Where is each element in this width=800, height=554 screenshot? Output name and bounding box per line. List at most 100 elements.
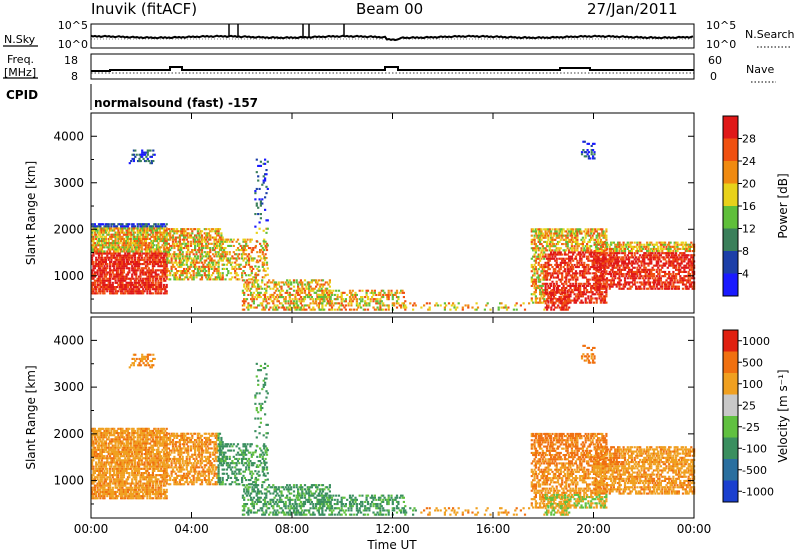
panel0-cell xyxy=(614,262,617,265)
panel0-cell xyxy=(259,255,262,258)
panel0-cell xyxy=(164,263,167,266)
panel0-cell xyxy=(133,240,136,243)
panel0-cell xyxy=(555,243,558,246)
panel0-cell xyxy=(155,277,159,280)
panel0-cell xyxy=(132,250,135,253)
panel0-cell xyxy=(357,306,360,309)
panel0-cell xyxy=(576,230,579,233)
panel0-cell xyxy=(563,251,567,254)
panel0-cell xyxy=(294,296,297,299)
panel0-cell xyxy=(611,247,614,250)
panel0-cell xyxy=(180,234,183,237)
panel0-cell xyxy=(603,285,606,288)
panel0-cell xyxy=(91,277,94,280)
panel0-cell xyxy=(106,277,109,280)
panel0-cell xyxy=(626,277,629,280)
panel0-cell xyxy=(111,271,114,274)
panel0-cell xyxy=(121,267,124,270)
panel0-cell xyxy=(658,268,661,271)
panel0-cell xyxy=(561,261,564,264)
panel0-cell xyxy=(286,291,289,294)
panel0-cell xyxy=(647,254,650,257)
panel0-cell xyxy=(125,244,128,247)
panel0-cell xyxy=(621,260,624,263)
panel0-cell xyxy=(139,237,142,240)
panel0-cell xyxy=(623,283,627,286)
panel0-cell xyxy=(640,256,643,259)
panel0-cell xyxy=(456,306,459,309)
panel0-cell xyxy=(124,248,127,251)
panel0-cell xyxy=(214,261,217,264)
panel0-cell xyxy=(142,235,145,238)
panel0-cell xyxy=(644,277,647,280)
panel0-cell xyxy=(217,232,220,235)
panel0-cell xyxy=(103,242,106,245)
panel0-cell xyxy=(143,223,146,226)
panel0-cell xyxy=(675,277,678,280)
panel0-cell xyxy=(637,241,640,244)
panel0-cell xyxy=(142,225,145,228)
panel0-cell xyxy=(584,301,587,304)
panel0-cell xyxy=(539,266,542,269)
panel0-cell xyxy=(562,259,565,262)
panel0-cell xyxy=(106,263,109,266)
panel0-cell xyxy=(608,287,611,290)
panel0-cell xyxy=(601,275,604,278)
panel0-cell xyxy=(91,286,94,289)
panel0-cell xyxy=(652,254,656,257)
panel0-cell xyxy=(548,257,551,260)
panel0-cell xyxy=(138,288,141,291)
panel0-cell xyxy=(443,308,446,311)
panel0-cell xyxy=(622,287,625,290)
panel0-cell xyxy=(149,227,152,230)
panel0-cell xyxy=(617,281,620,284)
panel0-cell xyxy=(93,237,96,240)
panel0-cell xyxy=(192,259,195,262)
panel0-cell xyxy=(228,244,231,247)
panel0-cell xyxy=(263,283,267,286)
panel0-cell xyxy=(586,278,589,281)
panel0-cell xyxy=(603,301,607,304)
panel0-cell xyxy=(214,238,217,241)
panel0-cell xyxy=(143,290,146,293)
panel0-cell xyxy=(672,273,675,276)
panel0-cell xyxy=(170,265,173,268)
panel0-cell xyxy=(205,228,208,231)
panel0-cell xyxy=(594,273,598,276)
panel0-cell xyxy=(540,295,543,298)
panel0-cell xyxy=(641,283,645,286)
panel0-cell xyxy=(652,283,656,286)
panel0-cell xyxy=(104,223,107,226)
panel0-cell xyxy=(299,279,302,282)
panel0-cell xyxy=(118,242,121,245)
panel0-cell xyxy=(120,269,123,272)
panel0-cell xyxy=(600,252,603,255)
panel0-cell xyxy=(150,275,153,278)
panel0-cell xyxy=(591,291,594,294)
panel0-cell xyxy=(109,288,112,291)
panel0-cell xyxy=(325,298,328,301)
panel0-cell xyxy=(303,308,307,311)
panel0-cell xyxy=(598,232,601,235)
panel0-cell xyxy=(499,302,502,305)
panel0-cell xyxy=(326,300,329,303)
panel0-cell xyxy=(305,285,308,288)
panel0-cell xyxy=(361,289,364,292)
panel0-cell xyxy=(120,231,123,234)
panel0-cell xyxy=(121,269,124,272)
panel0-cell xyxy=(599,272,602,275)
panel0-cell xyxy=(157,237,160,240)
panel0-cell xyxy=(610,283,613,286)
panel0-cell xyxy=(164,237,167,240)
panel0-cell xyxy=(580,270,583,273)
panel0-cell xyxy=(566,232,569,235)
panel0-cell xyxy=(565,308,568,311)
panel0-cell xyxy=(158,260,161,263)
panel0-cell xyxy=(599,285,602,288)
panel0-cell xyxy=(658,283,661,286)
panel0-cell xyxy=(183,263,186,266)
panel0-cell xyxy=(265,300,268,303)
panel0-cell xyxy=(541,266,544,269)
panel0-cell xyxy=(566,240,569,243)
panel0-cell xyxy=(650,275,653,278)
